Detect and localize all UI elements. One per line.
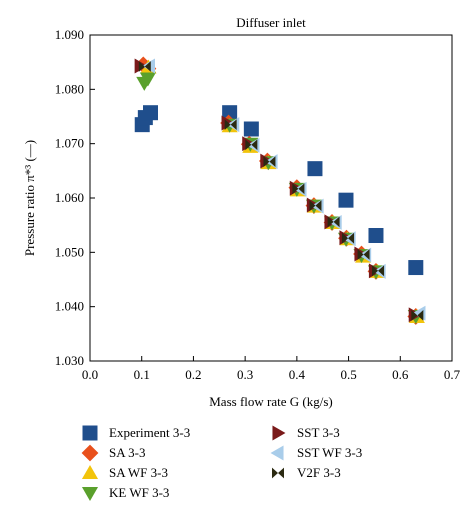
axis-ticks: 0.0 0.1 0.2 0.3 0.4 0.5 0.6 0.7 1.030 1.040 1.050 1…: [55, 27, 461, 382]
chart-canvas: Diffuser inlet 0.0 0.1 0.2 0.3 0.4 0.5 0.6 0.7 1…: [22, 15, 461, 409]
legend-item: SA 3-3: [80, 444, 145, 462]
data-point: [338, 192, 354, 208]
x-axis-label: Mass flow rate G (kg/s): [209, 394, 332, 409]
legend-label: Experiment 3-3: [109, 425, 191, 440]
data-point: [263, 156, 276, 167]
series-sa-wf-3-3: [140, 59, 425, 323]
legend-marker: [81, 464, 99, 479]
data-marks: [134, 56, 426, 325]
data-point: [309, 200, 322, 212]
legend-item: V2F 3-3: [268, 464, 341, 482]
y-axis-label: Pressure ratio π*³ (—): [22, 140, 37, 256]
legend-marker: [272, 467, 284, 479]
legend-label: SST 3-3: [297, 425, 340, 440]
legend-marker: [270, 445, 284, 461]
series-ke-wf-3-3: [136, 72, 424, 324]
legend-label: SST WF 3-3: [297, 445, 363, 460]
legend-item: Experiment 3-3: [80, 424, 190, 442]
series-sst-3-3: [134, 58, 422, 323]
x-tick-label: 0.0: [82, 367, 98, 382]
y-tick-label: 1.030: [55, 353, 84, 368]
data-point: [139, 72, 156, 87]
data-point: [411, 309, 424, 321]
data-point: [357, 249, 370, 260]
legend-label: SA WF 3-3: [109, 465, 168, 480]
chart-title: Diffuser inlet: [236, 15, 306, 30]
series-experiment-3-3: [134, 105, 424, 276]
legend-label: KE WF 3-3: [109, 485, 170, 500]
legend: Experiment 3-3 SA 3-3 SA WF 3-3 KE WF 3-3 SS…: [80, 424, 474, 508]
legend-marker: [81, 444, 99, 462]
data-point: [143, 105, 159, 121]
x-tick-label: 0.3: [237, 367, 253, 382]
y-tick-label: 1.060: [55, 190, 84, 205]
series-v2f-3-3: [138, 61, 424, 321]
x-tick-label: 0.1: [134, 367, 150, 382]
series-sst-wf-3-3: [141, 58, 426, 321]
x-tick-label: 0.2: [185, 367, 201, 382]
x-tick-label: 0.5: [340, 367, 356, 382]
x-tick-label: 0.4: [289, 367, 306, 382]
data-point: [224, 119, 237, 131]
data-point: [307, 161, 323, 177]
data-point: [342, 232, 355, 244]
legend-item: SA WF 3-3: [80, 464, 168, 482]
legend-item: SST WF 3-3: [268, 444, 362, 462]
series-sa-3-3: [134, 56, 425, 325]
legend-label: SA 3-3: [109, 445, 146, 460]
data-point: [368, 227, 384, 243]
x-tick-label: 0.6: [392, 367, 409, 382]
x-tick-label: 0.7: [444, 367, 461, 382]
y-tick-label: 1.050: [55, 244, 84, 259]
legend-label: V2F 3-3: [297, 465, 341, 480]
data-point: [222, 105, 238, 121]
data-point: [245, 139, 258, 151]
data-point: [243, 121, 259, 137]
y-tick-label: 1.040: [55, 299, 84, 314]
legend-marker: [272, 425, 286, 441]
data-point: [408, 260, 424, 276]
y-tick-label: 1.080: [55, 81, 84, 96]
data-point: [372, 265, 385, 277]
y-tick-label: 1.070: [55, 136, 84, 151]
data-point: [292, 183, 305, 195]
legend-item: KE WF 3-3: [80, 484, 169, 502]
data-point: [138, 61, 151, 72]
y-tick-label: 1.090: [55, 27, 84, 42]
legend-marker: [81, 487, 99, 502]
data-point: [327, 216, 340, 228]
legend-marker: [82, 425, 98, 441]
legend-item: SST 3-3: [268, 424, 340, 442]
